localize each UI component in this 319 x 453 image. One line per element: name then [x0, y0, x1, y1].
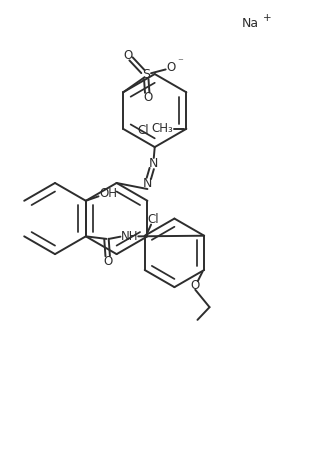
Text: Cl: Cl: [137, 124, 149, 137]
Text: OH: OH: [100, 187, 118, 200]
Text: O: O: [143, 91, 152, 104]
Text: S: S: [142, 68, 150, 82]
Text: ⁻: ⁻: [177, 57, 183, 67]
Text: O: O: [191, 280, 200, 292]
Text: CH₃: CH₃: [152, 122, 174, 135]
Text: O: O: [123, 48, 132, 62]
Text: NH: NH: [121, 230, 138, 243]
Text: N: N: [148, 157, 158, 170]
Text: +: +: [263, 13, 271, 23]
Text: O: O: [166, 61, 175, 74]
Text: O: O: [103, 255, 113, 268]
Text: Cl: Cl: [148, 213, 160, 226]
Text: N: N: [143, 177, 152, 190]
Text: Na: Na: [241, 17, 259, 30]
